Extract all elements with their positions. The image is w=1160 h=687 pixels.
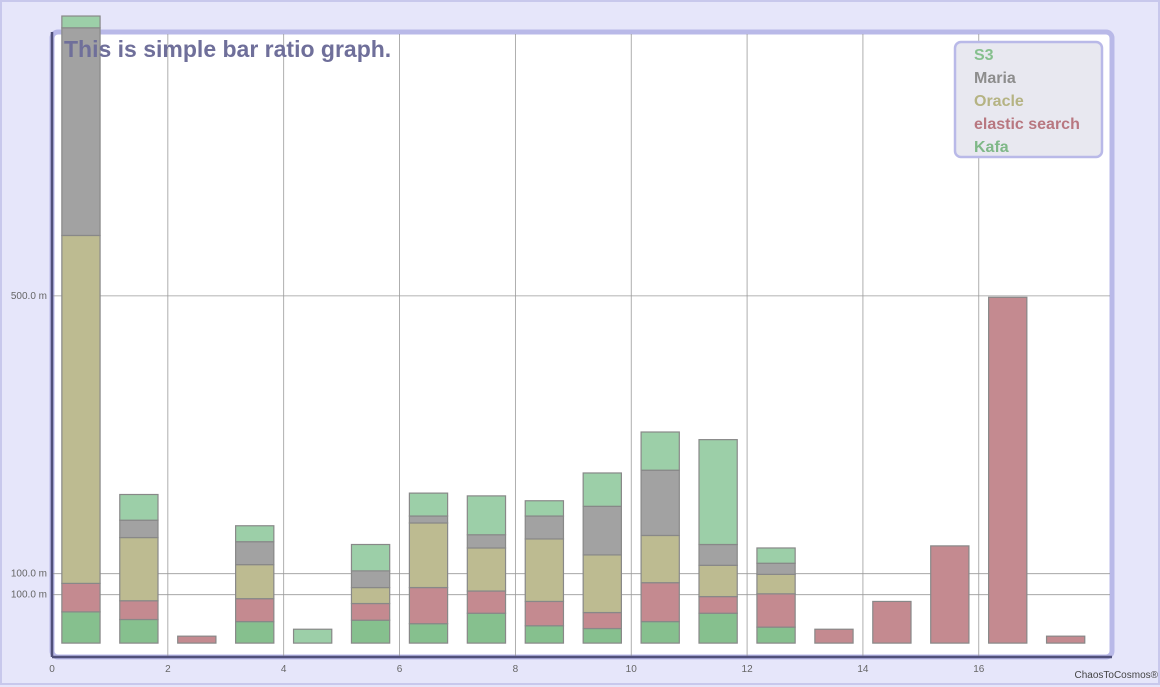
x-tick-label: 6 <box>397 664 403 675</box>
bar-segment <box>640 534 680 584</box>
bar-segment <box>988 296 1028 644</box>
bar-segment <box>61 582 101 613</box>
x-tick-label: 12 <box>742 664 754 675</box>
bar-segment <box>408 623 449 644</box>
y-tick-label: 100.0 m <box>11 569 47 580</box>
bar-segment <box>640 620 680 644</box>
credit-text: ChaosToCosmos® <box>1074 670 1158 681</box>
bar-segment <box>61 611 101 644</box>
bar-segment <box>756 547 796 564</box>
bar-segment <box>814 628 854 644</box>
x-tick-label: 8 <box>513 664 519 675</box>
bar-segment <box>640 469 680 537</box>
bar-segment <box>235 525 275 543</box>
legend-label-elastic-search: elastic search <box>974 116 1080 133</box>
bar-segment <box>698 564 738 598</box>
bar-segment <box>119 618 159 644</box>
chart-title: This is simple bar ratio graph. <box>64 36 391 62</box>
bar-segment <box>466 590 507 614</box>
axes: 0 2 4 6 8 10 12 14 16 100.0 m 100.0 m 500.0 m <box>11 32 1112 675</box>
bar-segment <box>698 612 738 644</box>
bar-segment <box>61 27 101 237</box>
bar-segment <box>235 564 275 600</box>
bar-segment <box>524 538 565 603</box>
bar-segment <box>235 598 275 623</box>
bar-segment <box>756 626 796 644</box>
legend-label-kafa: Kafa <box>974 139 1009 156</box>
bar-segment <box>1045 635 1086 644</box>
bar-segment <box>582 554 622 614</box>
bar-segment <box>466 534 507 549</box>
x-tick-label: 14 <box>857 664 869 675</box>
legend-label-s3: S3 <box>974 47 994 64</box>
bar-segment <box>408 522 449 589</box>
bar-segment <box>119 493 159 521</box>
bar-segment <box>408 515 449 524</box>
bar-segment <box>582 611 622 630</box>
bar-segment <box>930 545 970 644</box>
legend: S3 Maria Oracle elastic search Kafa <box>953 40 1104 159</box>
bar-segment <box>756 573 796 595</box>
bar-segment <box>640 582 680 623</box>
bar-segment <box>524 625 565 644</box>
bar-segment <box>698 595 738 614</box>
bar-segment <box>350 543 391 572</box>
bar-segment <box>119 536 159 602</box>
bar-segment <box>640 431 680 471</box>
bar-segment <box>524 515 565 540</box>
bar-segment <box>61 234 101 584</box>
bar-segment <box>582 505 622 556</box>
bar-segment <box>408 586 449 625</box>
x-tick-label: 2 <box>165 664 171 675</box>
bar-segment <box>524 600 565 627</box>
bar-segment <box>235 620 275 644</box>
x-tick-label: 0 <box>49 664 55 675</box>
bar-segment <box>698 543 738 566</box>
x-tick-label: 16 <box>973 664 985 675</box>
bar-segment <box>61 15 101 29</box>
bar-segment <box>466 612 507 644</box>
bar-segment <box>350 570 391 589</box>
bar-segment <box>582 472 622 507</box>
bar-segment <box>177 635 217 644</box>
y-tick-label: 500.0 m <box>11 291 47 302</box>
bar-segment <box>119 519 159 539</box>
bar-segment <box>756 593 796 628</box>
bar-segment <box>466 495 507 536</box>
legend-box <box>953 40 1104 159</box>
bar-segment <box>235 541 275 566</box>
bar-segment <box>466 547 507 592</box>
x-tick-label: 10 <box>626 664 638 675</box>
legend-label-oracle: Oracle <box>974 93 1024 110</box>
bar-segment <box>872 600 912 644</box>
bar-segment <box>119 600 159 621</box>
bar-segment <box>756 562 796 575</box>
bars <box>61 15 1086 644</box>
bar-segment <box>292 628 333 644</box>
y-tick-label: 100.0 m <box>11 590 47 601</box>
legend-label-maria: Maria <box>974 70 1016 87</box>
bar-segment <box>582 627 622 644</box>
bar-segment <box>408 492 449 517</box>
bar-segment <box>350 602 391 621</box>
bar-segment <box>698 439 738 546</box>
bar-segment <box>350 619 391 644</box>
bar-segment <box>350 586 391 605</box>
x-tick-label: 4 <box>281 664 287 675</box>
bar-segment <box>524 500 565 517</box>
